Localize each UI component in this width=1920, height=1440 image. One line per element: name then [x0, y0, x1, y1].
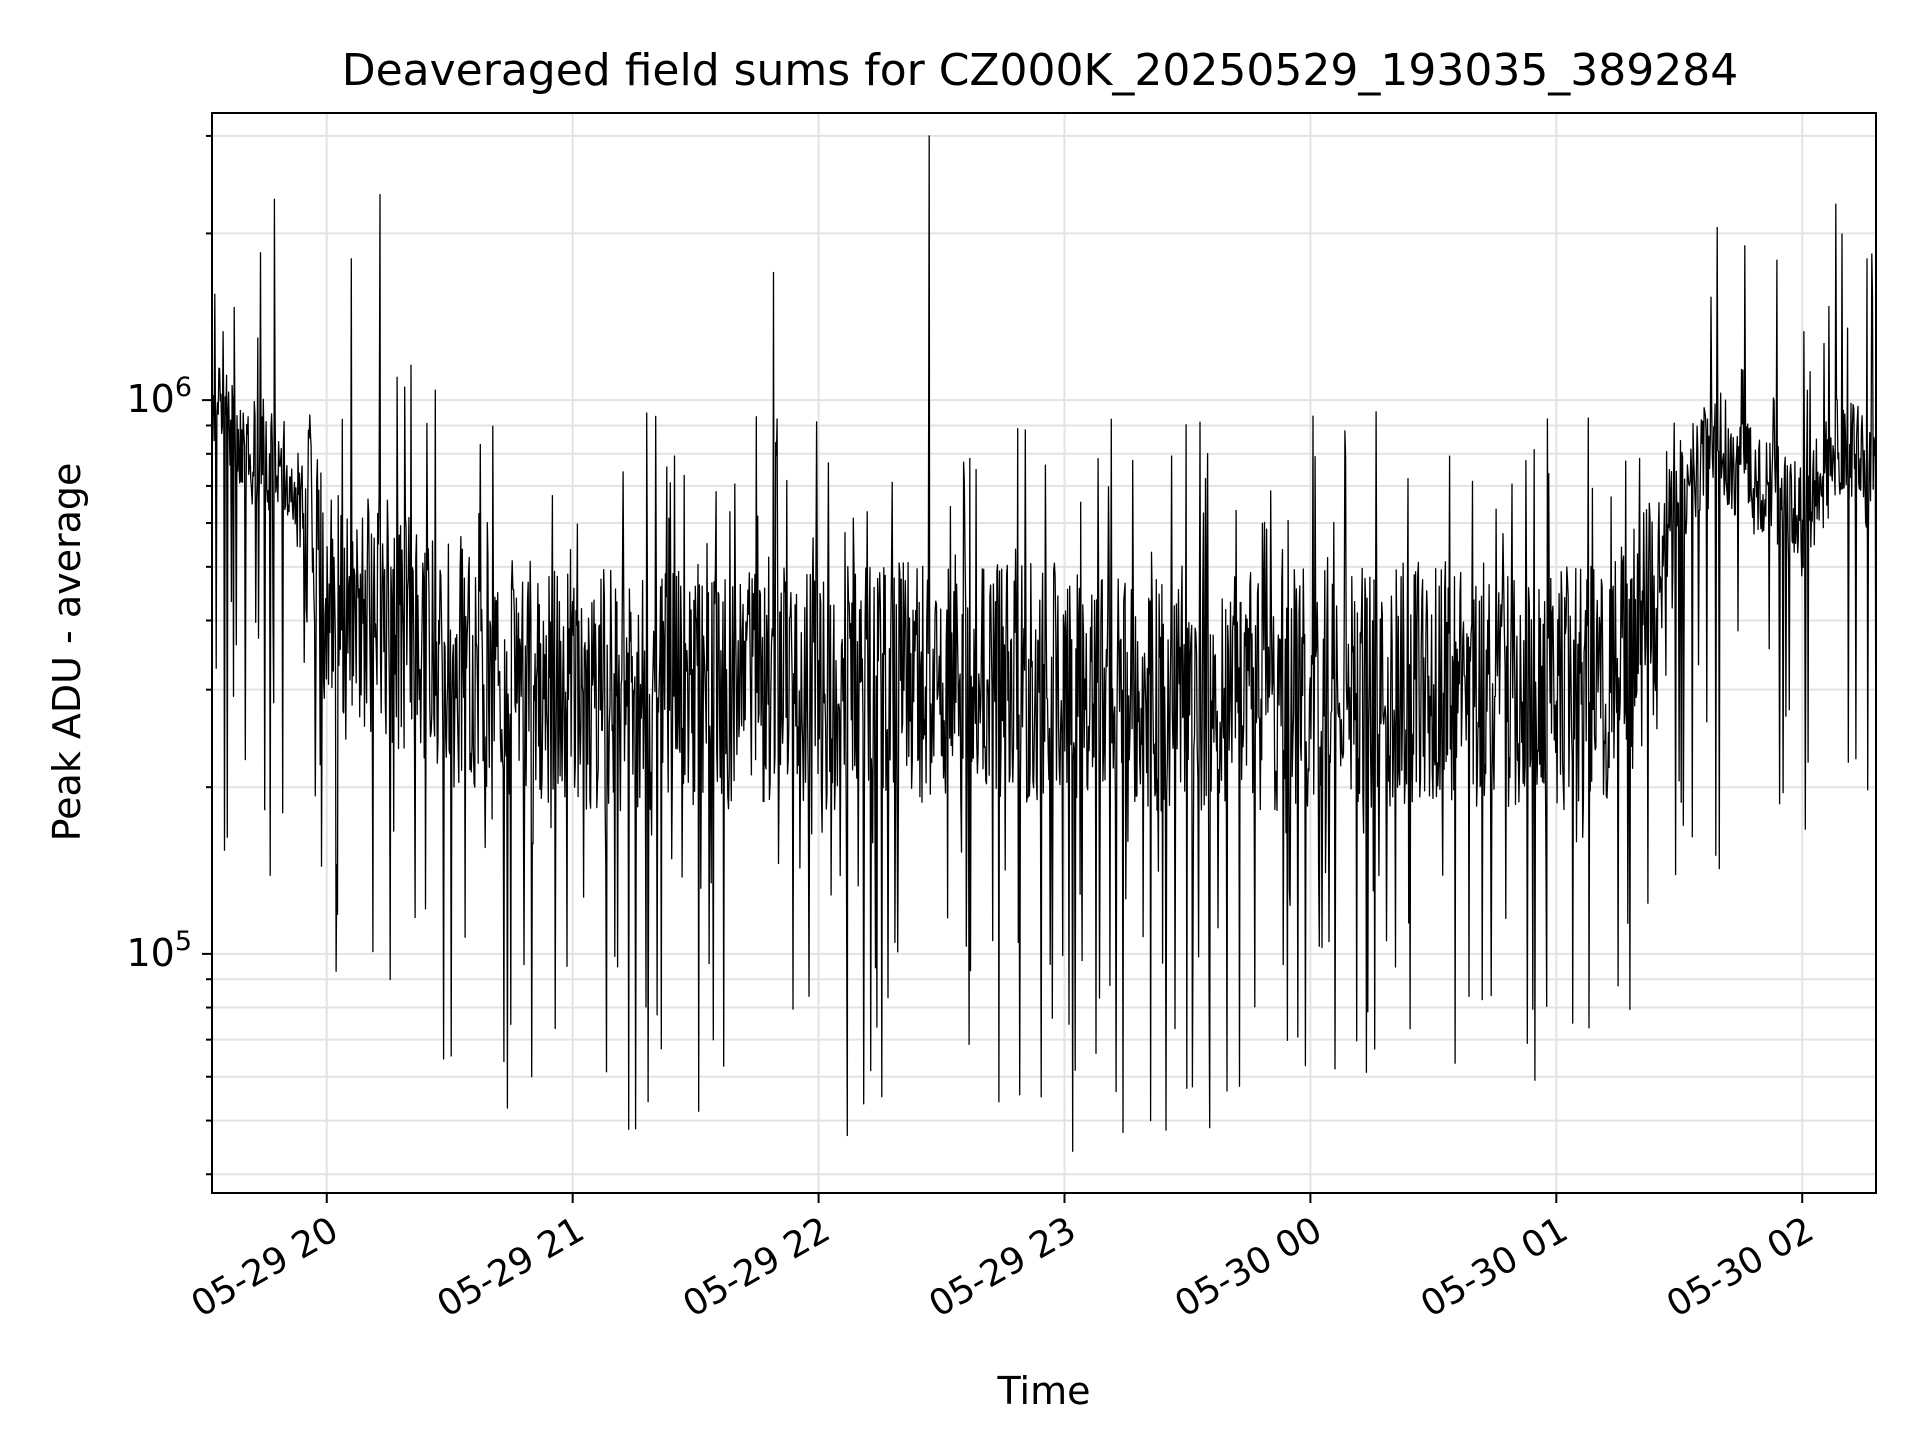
y-axis-label: Peak ADU - average: [45, 463, 89, 842]
plot-frame: [211, 112, 1877, 1194]
x-axis-label: Time: [997, 1369, 1091, 1413]
plot-area: [211, 135, 1877, 1152]
series-line: [211, 135, 1877, 1152]
y-tick-label: 106: [126, 372, 192, 421]
y-tick-label: 105: [126, 926, 192, 975]
chart-title: Deaveraged field sums for CZ000K_2025052…: [342, 45, 1739, 96]
y-axis: 105 106: [126, 134, 212, 1176]
